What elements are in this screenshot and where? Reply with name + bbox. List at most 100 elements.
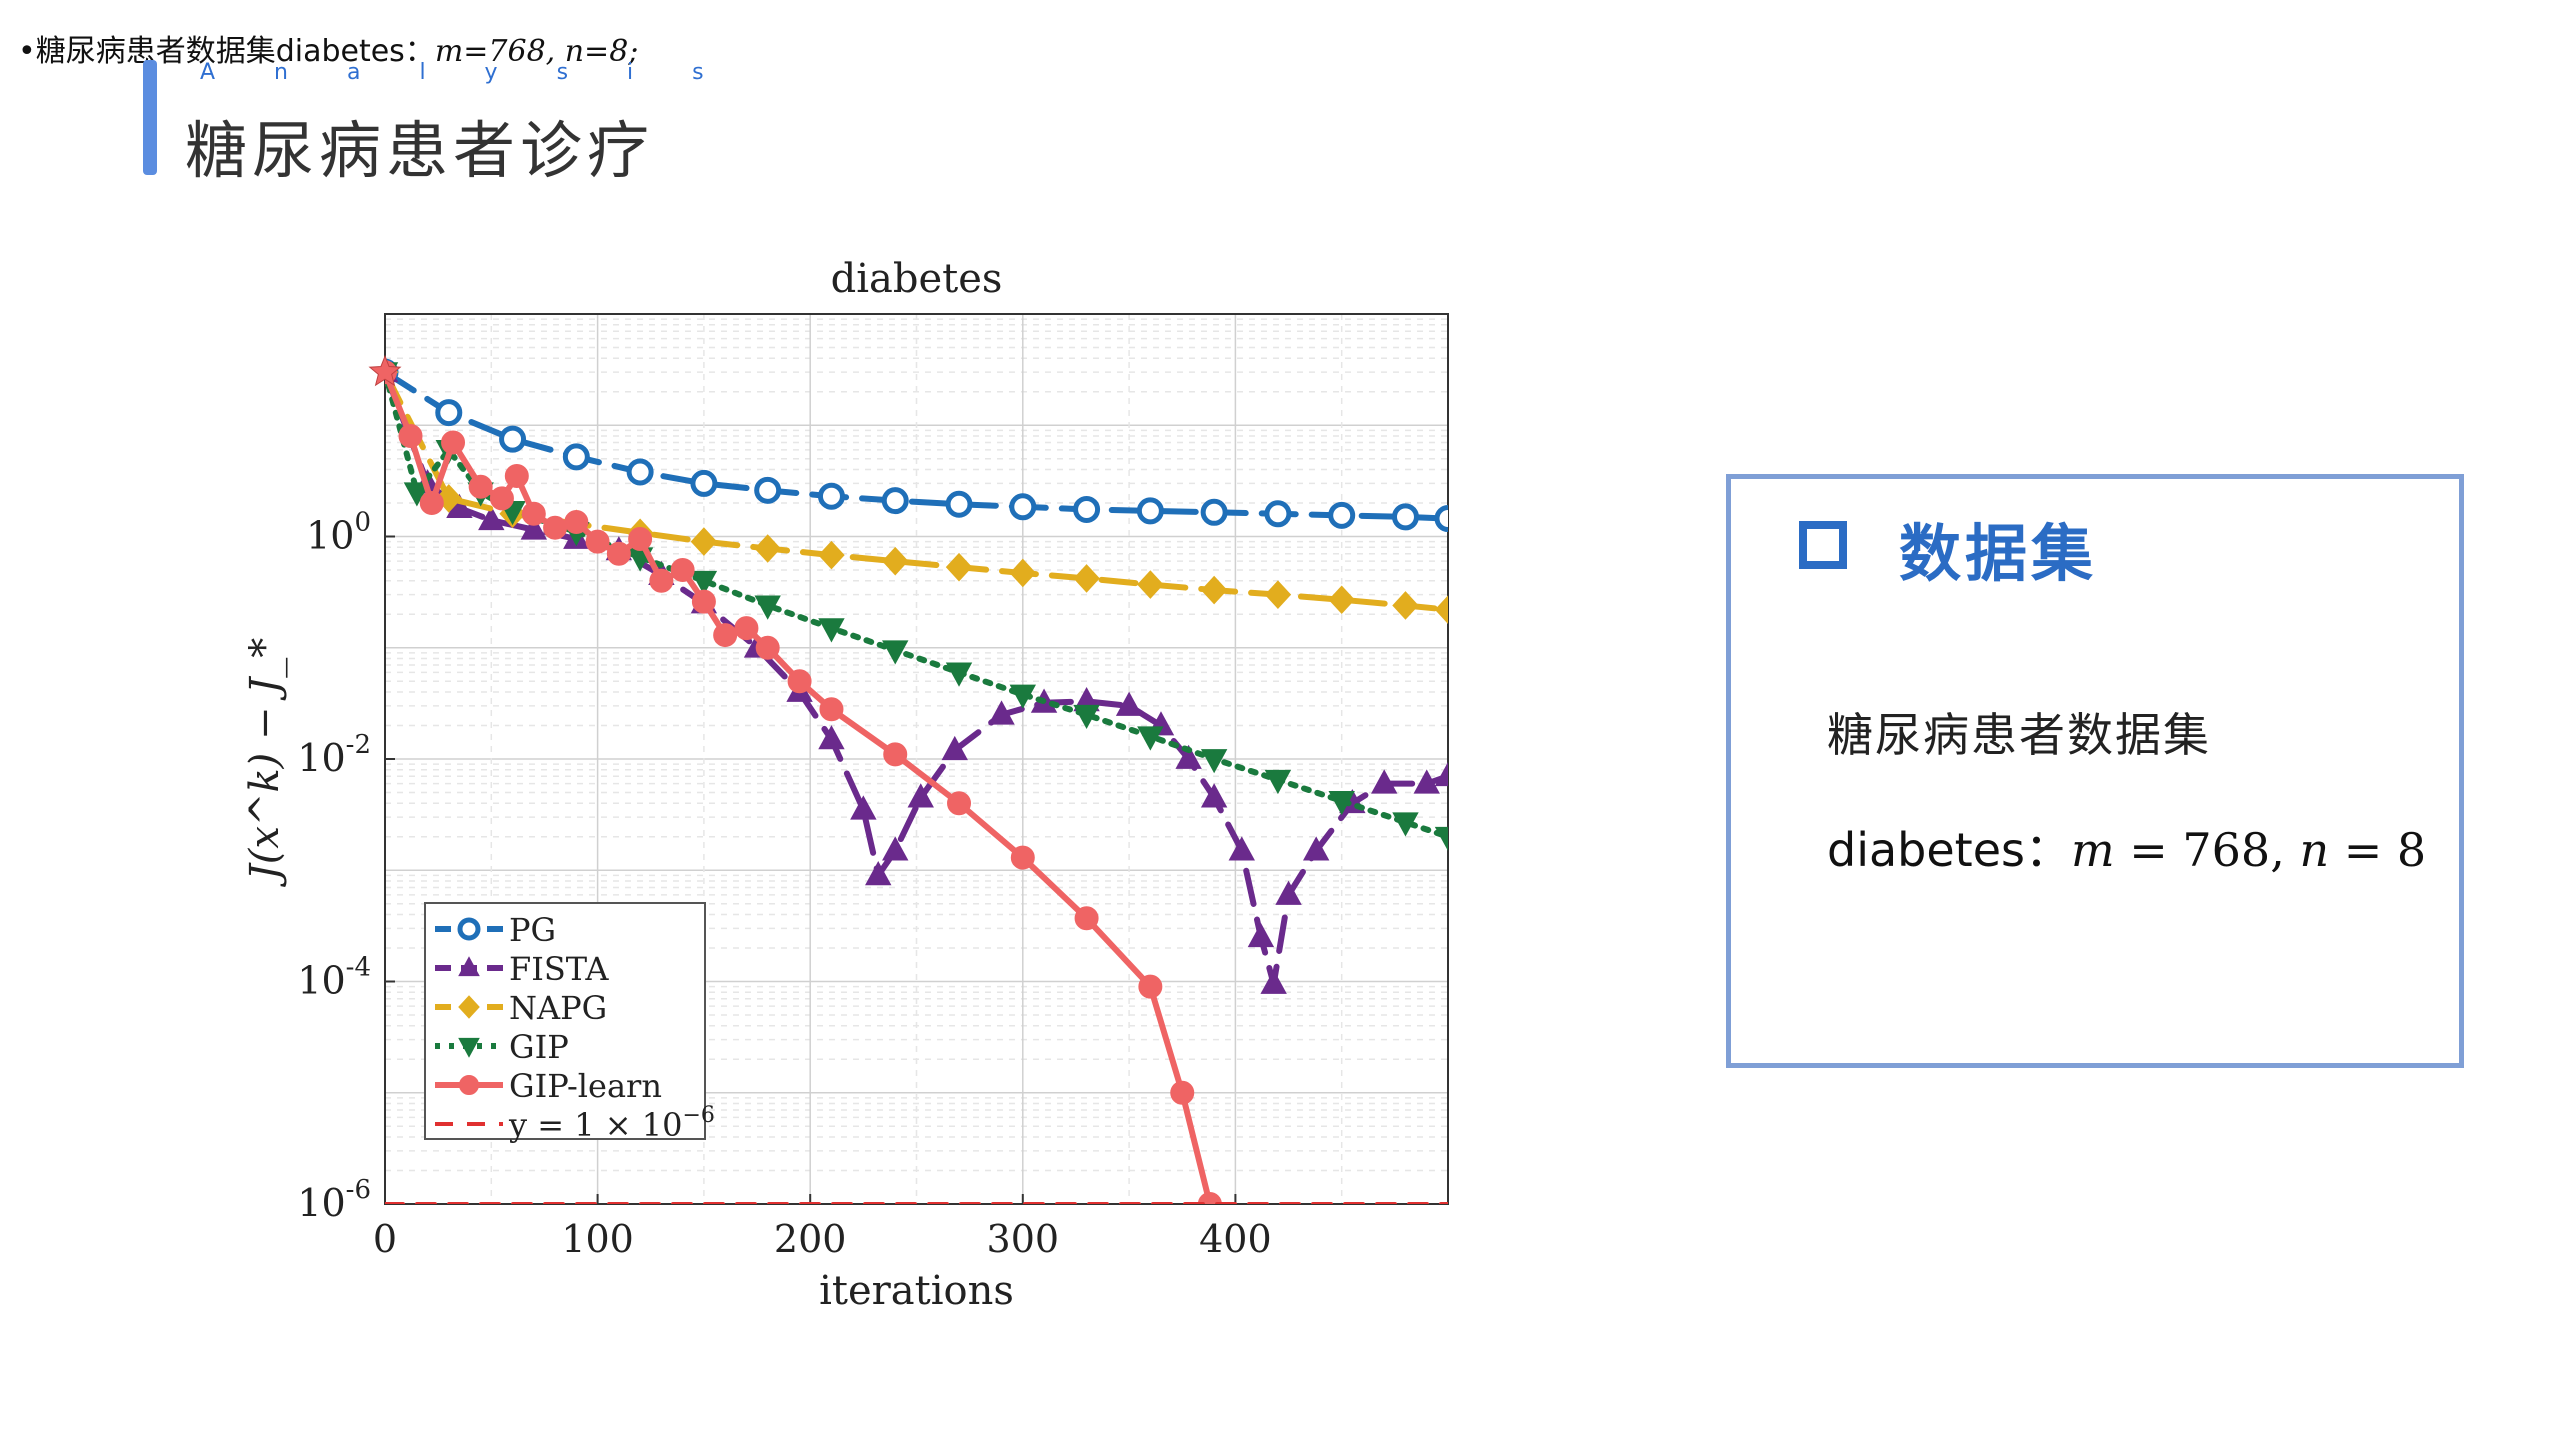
chart-svg: 0 100 200 300 400 100 10-2 10-4 10-6 diabetes iter… — [242, 256, 1449, 1314]
marker-circle — [1136, 497, 1164, 525]
marker-circle — [435, 399, 463, 427]
marker-circle — [1009, 493, 1037, 521]
marker-diamond — [1137, 570, 1164, 599]
start-point-marker — [368, 354, 402, 387]
marker-triangle-up — [988, 700, 1015, 725]
marker-circle — [562, 443, 590, 471]
marker-circle — [457, 917, 481, 941]
marker-dot — [543, 515, 568, 540]
marker-dot — [1170, 1080, 1195, 1105]
marker-triangle-down — [1009, 684, 1036, 709]
marker-triangle-down — [1434, 826, 1448, 852]
marker-dot — [521, 501, 546, 526]
marker-triangle-up — [907, 783, 934, 808]
marker-triangle-down — [1328, 791, 1355, 816]
marker-dot — [564, 510, 589, 535]
marker-diamond — [945, 552, 973, 582]
marker-circle — [1200, 498, 1228, 526]
marker-dot — [398, 424, 423, 449]
legend-box — [424, 902, 706, 1140]
marker-diamond — [1073, 564, 1100, 593]
marker-circle — [1391, 503, 1419, 531]
marker-triangle-up — [478, 505, 505, 531]
marker-diamond — [1434, 595, 1448, 624]
y-tick-label: 10-2 — [297, 730, 371, 780]
x-tick-label: 400 — [1199, 1217, 1272, 1261]
marker-triangle-down — [945, 662, 973, 687]
x-axis-label: iterations — [819, 1268, 1014, 1314]
square-bullet-icon — [1799, 521, 1847, 569]
marker-circle — [817, 482, 845, 510]
marker-diamond — [1328, 585, 1355, 615]
marker-triangle-up — [1275, 880, 1302, 905]
marker-dot — [606, 541, 631, 566]
marker-circle — [626, 458, 654, 486]
marker-diamond — [818, 540, 845, 570]
marker-triangle-up — [865, 861, 892, 886]
marker-triangle-up — [446, 493, 473, 519]
marker-triangle-up — [1434, 761, 1448, 787]
marker-dot — [468, 474, 493, 499]
m-symbol: m — [2070, 823, 2115, 877]
marker-triangle-down — [1392, 812, 1419, 837]
x-tick-label: 0 — [373, 1217, 397, 1261]
marker-circle — [1328, 501, 1356, 529]
chart: 0 100 200 300 400 100 10-2 10-4 10-6 diabetes iter… — [220, 250, 1480, 1320]
y-tick-label: 10-4 — [297, 953, 371, 1003]
legend-label: PG — [509, 911, 556, 949]
dataset-name: diabetes： — [1827, 823, 2071, 877]
marker-triangle-up — [1115, 691, 1143, 716]
dataset-description: 糖尿病患者数据集 — [1827, 708, 2211, 762]
legend-label: y = 1 × 10−6 — [508, 1103, 715, 1144]
marker-circle — [945, 490, 973, 518]
legend-label: NAPG — [509, 989, 607, 1027]
marker-dot — [628, 526, 653, 551]
marker-dot — [459, 1075, 479, 1095]
marker-dot — [787, 669, 812, 694]
marker-triangle-down — [1137, 726, 1164, 751]
top-note-text: •糖尿病患者数据集diabetes： — [18, 34, 435, 69]
top-note-formula: m=768, n=8; — [434, 34, 639, 69]
marker-circle — [690, 469, 718, 497]
series-gip-learn — [385, 360, 1222, 1204]
marker-triangle-up — [1413, 769, 1440, 794]
marker-triangle-up — [1371, 769, 1398, 794]
marker-dot — [441, 430, 466, 455]
marker-triangle-up — [1228, 836, 1255, 861]
marker-triangle-down — [403, 482, 431, 507]
marker-dot — [713, 623, 738, 648]
marker-dot — [649, 568, 674, 593]
marker-triangle-down — [690, 570, 718, 596]
marker-triangle-up — [520, 515, 548, 540]
marker-triangle-up — [1260, 969, 1287, 994]
legend-label: GIP — [509, 1028, 569, 1066]
marker-circle — [1073, 495, 1101, 523]
marker-triangle-up — [850, 795, 877, 820]
marker-diamond — [882, 546, 909, 576]
y-tick-label: 100 — [306, 508, 371, 558]
marker-triangle-up — [1247, 922, 1275, 948]
marker-diamond — [1392, 591, 1419, 620]
marker-triangle-down — [458, 1037, 480, 1058]
dataset-info-box: 数据集 糖尿病患者数据集 diabetes：m = 768, n = 8 — [1726, 474, 2464, 1068]
marker-diamond — [690, 527, 718, 556]
marker-dot — [419, 491, 444, 516]
marker-circle — [754, 476, 782, 504]
marker-triangle-up — [1200, 783, 1228, 808]
marker-dot — [670, 557, 695, 582]
marker-dot — [1074, 906, 1099, 931]
x-tick-label: 300 — [987, 1217, 1060, 1261]
marker-dot — [734, 616, 759, 641]
marker-circle — [1434, 505, 1448, 533]
marker-dot — [1138, 974, 1163, 999]
x-tick-label: 200 — [774, 1217, 847, 1261]
marker-dot — [883, 742, 908, 767]
marker-triangle-up — [941, 735, 968, 761]
marker-dot — [755, 635, 780, 660]
dataset-box-title: 数据集 — [1899, 517, 2098, 590]
marker-triangle-up — [458, 956, 480, 977]
chart-title: diabetes — [831, 256, 1003, 302]
n-value: = 8 — [2329, 823, 2427, 877]
n-symbol: n — [2299, 823, 2330, 877]
